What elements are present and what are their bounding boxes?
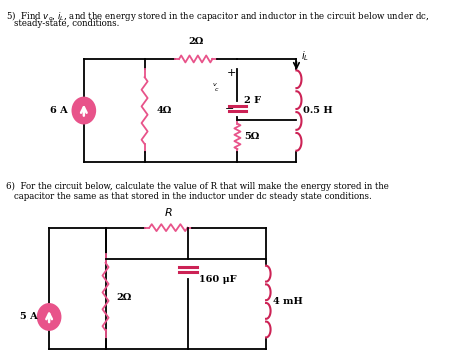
Text: $R$: $R$: [164, 206, 173, 218]
Circle shape: [38, 304, 60, 330]
Text: 160 μF: 160 μF: [199, 275, 237, 284]
Text: 5)  Find $v_o$, $i_L$, and the energy stored in the capacitor and inductor in th: 5) Find $v_o$, $i_L$, and the energy sto…: [6, 9, 429, 23]
Text: capacitor the same as that stored in the inductor under dc steady state conditio: capacitor the same as that stored in the…: [14, 192, 371, 201]
Circle shape: [73, 98, 95, 123]
Text: +: +: [227, 68, 237, 78]
Text: $^v\!_c$: $^v\!_c$: [212, 82, 220, 94]
Text: 6)  For the circuit below, calculate the value of R that will make the energy st: 6) For the circuit below, calculate the …: [6, 182, 389, 191]
Text: 5 A: 5 A: [20, 312, 38, 321]
Text: 0.5 H: 0.5 H: [303, 106, 333, 115]
Text: steady-state, conditions.: steady-state, conditions.: [14, 19, 119, 28]
Text: 4Ω: 4Ω: [157, 106, 172, 115]
Text: 2Ω: 2Ω: [188, 37, 203, 46]
Text: 5Ω: 5Ω: [245, 132, 260, 141]
Text: 2 F: 2 F: [245, 96, 262, 105]
Text: 6 A: 6 A: [50, 106, 67, 115]
Text: 4 mH: 4 mH: [273, 297, 303, 306]
Text: 2Ω: 2Ω: [117, 293, 132, 302]
Text: $i_L$: $i_L$: [301, 49, 309, 63]
Text: −: −: [225, 104, 235, 114]
